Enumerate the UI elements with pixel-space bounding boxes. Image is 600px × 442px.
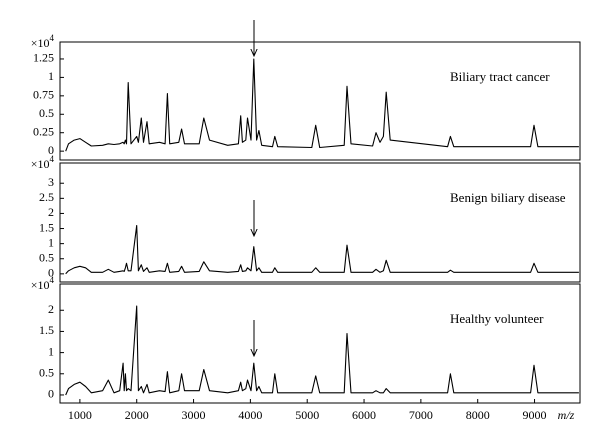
spectrum-line (65, 58, 579, 152)
y-tick-label: 0.75 (33, 88, 54, 102)
multiplier-exponent: 4 (50, 33, 55, 43)
x-tick-label: 6000 (352, 408, 376, 422)
plot-frame (59, 162, 581, 283)
plot-frame (59, 41, 581, 161)
y-tick-label: 2 (48, 302, 54, 316)
x-tick-label: 5000 (295, 408, 319, 422)
multiplier-base: ×10 (31, 36, 50, 50)
y-multiplier: ×104 (31, 275, 55, 292)
y-tick-label: 1.5 (39, 323, 54, 337)
multiplier-base: ×10 (31, 278, 50, 292)
y-tick-label: 1.25 (33, 51, 54, 65)
x-tick-label: 8000 (466, 408, 490, 422)
y-tick-label: 3 (48, 175, 54, 189)
spectrum-line (65, 305, 579, 396)
multiplier-exponent: 4 (50, 275, 55, 285)
annotation: Benign biliary disease (450, 190, 566, 205)
x-tick-label: 3000 (182, 408, 206, 422)
y-tick-label: 2.5 (39, 190, 54, 204)
plot-frame (59, 283, 581, 404)
annotation: Biliary tract cancer (450, 69, 550, 84)
x-axis-label: m/z (558, 408, 575, 422)
y-tick-label: 1.5 (39, 220, 54, 234)
x-tick-label: 9000 (523, 408, 547, 422)
x-tick-label: 4000 (238, 408, 262, 422)
x-tick-label: 7000 (409, 408, 433, 422)
y-tick-label: 0 (48, 266, 54, 280)
y-tick-label: 1 (48, 344, 54, 358)
spectrum-line (65, 224, 579, 275)
y-tick-label: 0 (48, 143, 54, 157)
x-tick-label: 1000 (68, 408, 92, 422)
y-tick-label: 0.5 (39, 106, 54, 120)
y-tick-label: 0 (48, 387, 54, 401)
y-multiplier: ×104 (31, 33, 55, 50)
y-tick-label: 2 (48, 205, 54, 219)
y-tick-label: 1 (48, 69, 54, 83)
multiplier-exponent: 4 (50, 154, 55, 164)
x-tick-label: 2000 (125, 408, 149, 422)
y-tick-label: 0.5 (39, 366, 54, 380)
y-tick-label: 1 (48, 235, 54, 249)
y-tick-label: 0.5 (39, 250, 54, 264)
annotation: Healthy volunteer (450, 311, 544, 326)
y-multiplier: ×104 (31, 154, 55, 171)
y-tick-label: 0.25 (33, 124, 54, 138)
multiplier-base: ×10 (31, 157, 50, 171)
